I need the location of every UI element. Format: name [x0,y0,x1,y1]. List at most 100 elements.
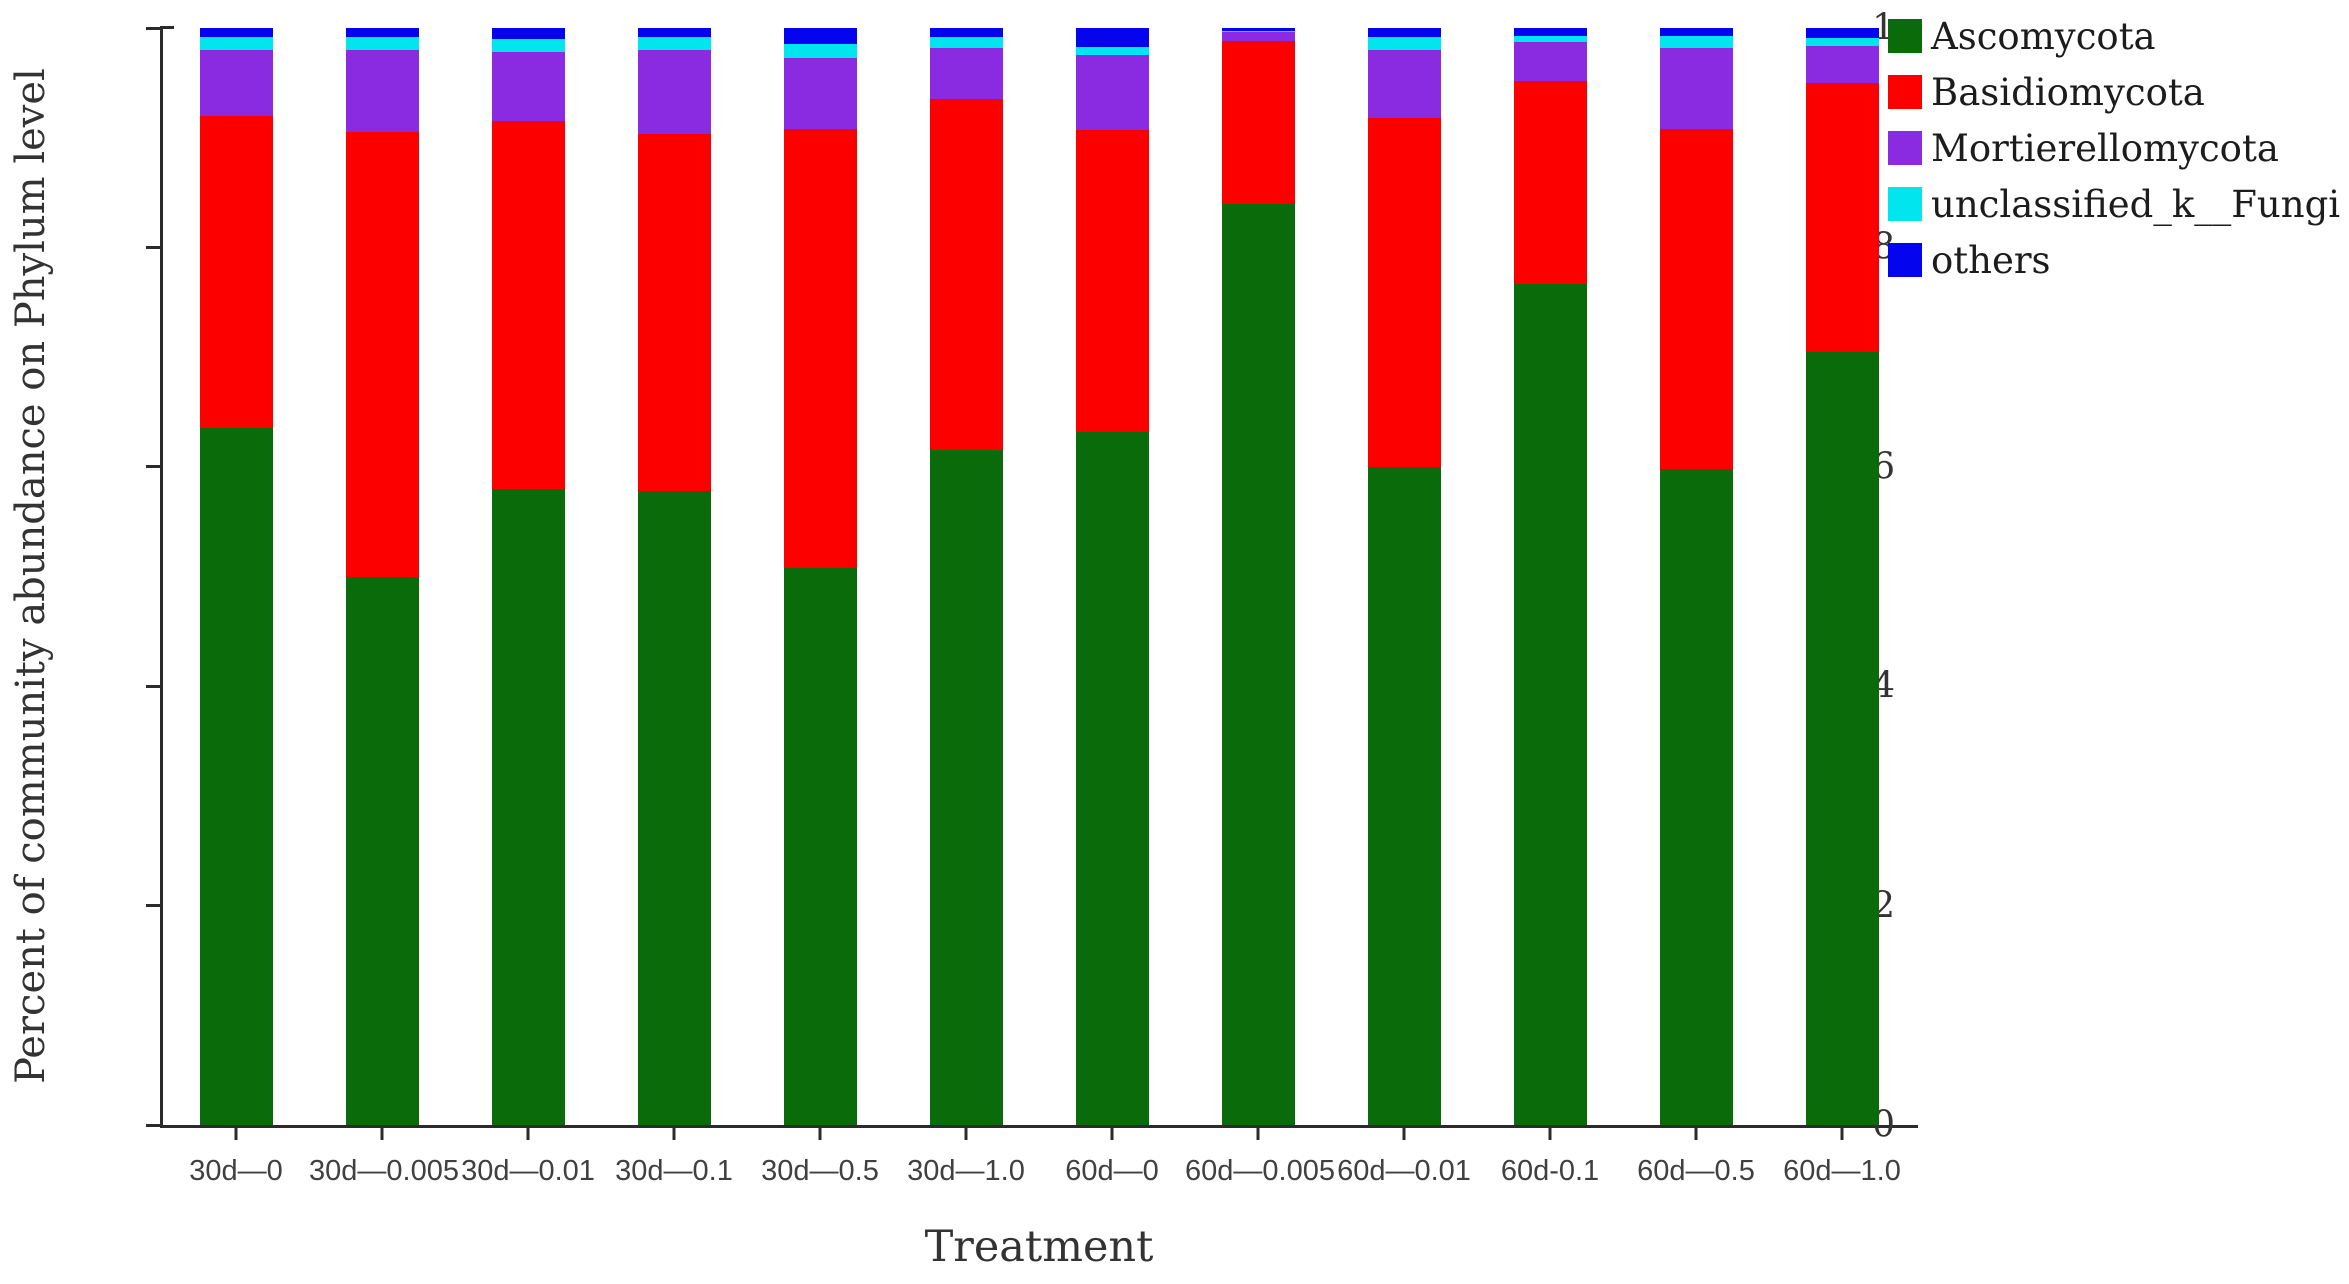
segment-Basidiomycota [199,115,273,429]
segment-Mortierellomycota [637,49,711,135]
segment-Mortierellomycota [929,47,1003,100]
segment-Basidiomycota [1075,130,1149,432]
segment-Basidiomycota [929,99,1003,451]
segment-others [1805,28,1879,38]
bar-slot [1623,28,1769,1125]
segment-Ascomycota [1659,469,1733,1125]
x-tick [1548,1128,1552,1140]
segment-unclassified_k__Fungi [637,36,711,50]
x-label-30d—0.01: 30d—0.01 [461,1155,595,1187]
segment-unclassified_k__Fungi [491,38,565,53]
bar-60d—0.01 [1367,28,1441,1125]
y-tick [146,465,160,469]
bar-30d—0.005 [345,28,419,1125]
segment-others [929,28,1003,37]
bar-60d—0.5 [1659,28,1733,1125]
segment-Basidiomycota [1659,128,1733,469]
legend-item-Mortierellomycota: Mortierellomycota [1888,120,2340,176]
bar-slot [163,28,309,1125]
legend-item-others: others [1888,232,2340,288]
segment-others [345,28,419,37]
x-tick [672,1128,676,1140]
x-axis-title: Treatment [924,1222,1154,1272]
plot-area: 00.20.40.60.81 [146,8,1918,1146]
segment-unclassified_k__Fungi [1075,46,1149,56]
legend-swatch-icon [1888,75,1922,109]
x-tick [1256,1128,1260,1140]
legend-swatch-icon [1888,187,1922,221]
x-label-30d—1.0: 30d—1.0 [907,1155,1025,1187]
x-tick [380,1128,384,1140]
y-tick [146,904,160,908]
x-tick [1110,1128,1114,1140]
x-tick [234,1128,238,1140]
legend-label: unclassified_k__Fungi [1931,182,2341,226]
segment-Mortierellomycota [1075,55,1149,131]
segment-Basidiomycota [1367,117,1441,467]
segment-Basidiomycota [637,134,711,491]
x-tick [1402,1128,1406,1140]
bar-30d—0.1 [637,28,711,1125]
x-label-60d—0.005: 60d—0.005 [1185,1155,1335,1187]
segment-others [1513,28,1587,36]
segment-Ascomycota [199,428,273,1125]
bar-slot [1477,28,1623,1125]
x-tick [818,1128,822,1140]
segment-Ascomycota [783,567,857,1125]
legend-label: others [1931,238,2051,282]
segment-Mortierellomycota [1513,42,1587,81]
segment-others [1075,28,1149,47]
segment-Ascomycota [1367,466,1441,1125]
segment-Mortierellomycota [491,52,565,122]
segment-Mortierellomycota [1805,45,1879,83]
segment-Basidiomycota [491,121,565,489]
x-axis-line [160,1125,1918,1128]
segment-Basidiomycota [345,132,419,577]
x-tick [1694,1128,1698,1140]
segment-Basidiomycota [1513,80,1587,284]
segment-Mortierellomycota [783,57,857,129]
bar-60d—0.005 [1221,28,1295,1125]
bar-slot [455,28,601,1125]
segment-Mortierellomycota [345,49,419,133]
segment-others [1367,28,1441,37]
x-label-60d—1.0: 60d—1.0 [1783,1155,1901,1187]
y-tick [146,1123,160,1127]
legend-label: Basidiomycota [1931,70,2205,114]
bar-slot [747,28,893,1125]
segment-unclassified_k__Fungi [1221,31,1295,33]
segment-others [199,28,273,37]
y-tick [146,26,160,30]
x-tick [964,1128,968,1140]
segment-unclassified_k__Fungi [783,44,857,58]
legend-item-unclassified_k__Fungi: unclassified_k__Fungi [1888,176,2340,232]
x-label-30d—0.005: 30d—0.005 [309,1155,459,1187]
x-label-30d—0: 30d—0 [189,1155,283,1187]
y-axis-title: Percent of community abundance on Phylum… [8,68,54,1084]
segment-others [491,28,565,39]
bar-slot [601,28,747,1125]
segment-unclassified_k__Fungi [345,36,419,50]
x-tick [526,1128,530,1140]
segment-unclassified_k__Fungi [1513,35,1587,43]
segment-Basidiomycota [1221,41,1295,204]
segment-Basidiomycota [1805,82,1879,352]
bar-slot [1185,28,1331,1125]
y-axis-end-tick [160,26,174,29]
bar-30d—0.01 [491,28,565,1125]
bar-slot [1331,28,1477,1125]
x-label-60d-0.1: 60d-0.1 [1500,1155,1600,1187]
x-label-30d—0.5: 30d—0.5 [761,1155,879,1187]
segment-Ascomycota [1805,351,1879,1125]
x-tick [1840,1128,1844,1140]
legend-label: Ascomycota [1931,14,2156,58]
x-label-60d—0: 60d—0 [1065,1155,1159,1187]
segment-Ascomycota [1221,203,1295,1125]
segment-Ascomycota [491,488,565,1125]
x-label-60d—0.01: 60d—0.01 [1337,1155,1471,1187]
bar-60d—1.0 [1805,28,1879,1125]
segment-others [783,28,857,45]
y-tick [146,684,160,688]
bars-area [163,28,1915,1125]
